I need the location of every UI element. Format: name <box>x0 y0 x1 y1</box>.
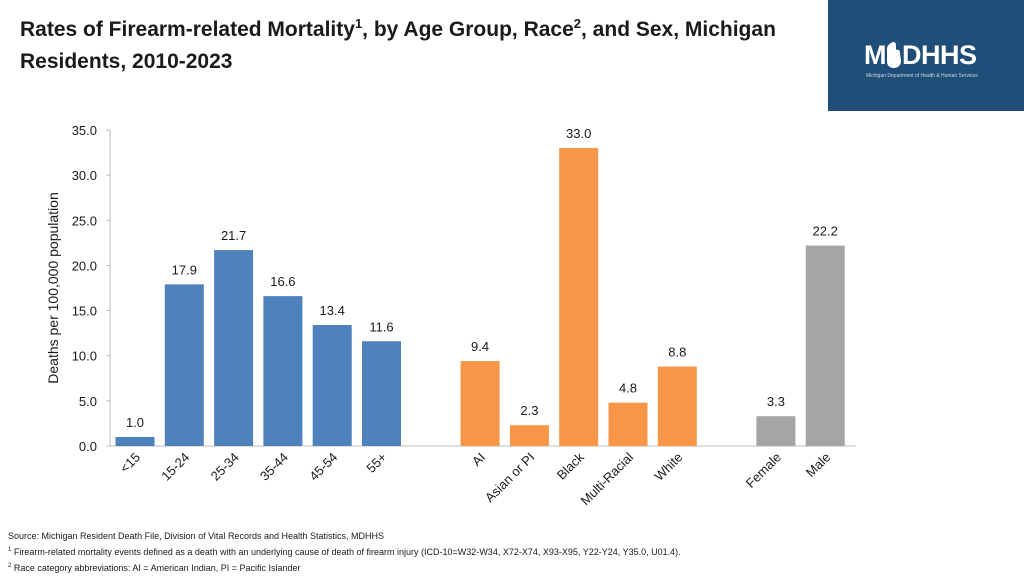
category-label: 45-54 <box>306 450 340 484</box>
bar--15 <box>115 436 155 446</box>
y-tick-label: 30.0 <box>72 168 97 183</box>
bar-asian-or-pi <box>509 425 549 446</box>
title-footnote-marker-2: 2 <box>573 16 582 31</box>
footnotes: Source: Michigan Resident Death File, Di… <box>8 529 1008 575</box>
data-label: 9.4 <box>471 339 489 354</box>
data-label: 8.8 <box>668 345 686 360</box>
footnote-2-marker: 2 <box>8 563 12 569</box>
bar-55- <box>362 341 401 446</box>
y-tick-label: 25.0 <box>72 213 97 228</box>
mortality-bar-chart: 0.0 5.0 10.0 15.0 20.0 25.0 30.0 35.0 Deaths per… <box>45 123 856 508</box>
bar-15-24 <box>164 284 204 446</box>
title-part-2: , by Age Group, Race <box>362 18 574 41</box>
category-label: 35-44 <box>257 450 291 484</box>
logo-subtitle: Michigan Department of Health & Human Se… <box>866 73 978 79</box>
y-tick-label: 15.0 <box>72 304 97 319</box>
category-label: 25-34 <box>208 450 242 484</box>
y-tick-label: 35.0 <box>72 123 97 138</box>
title-part-3: , and Sex, Michigan Residents, 2010-2023 <box>20 18 776 73</box>
category-label: Male <box>803 450 834 481</box>
category-label: 55+ <box>363 450 389 476</box>
footnote-1-marker: 1 <box>8 547 12 553</box>
bar-white <box>657 366 697 446</box>
footnote-1: 1 Firearm-related mortality events defin… <box>8 543 1008 559</box>
data-label: 4.8 <box>619 381 637 396</box>
mdhhs-logo: M DHHS Michigan Department of Health & Hu… <box>828 0 1024 111</box>
title-footnote-marker-1: 1 <box>354 16 363 31</box>
y-tick-label: 20.0 <box>72 258 97 273</box>
category-label: Asian or PI <box>482 450 538 506</box>
bar-black <box>559 148 599 447</box>
data-label: 16.6 <box>270 274 295 289</box>
title-part-1: Rates of Firearm-related Mortality <box>20 18 355 41</box>
y-tick-label: 0.0 <box>79 439 97 454</box>
category-label: AI <box>469 450 488 469</box>
michigan-mitten-icon <box>887 41 901 68</box>
source-note: Source: Michigan Resident Death File, Di… <box>8 531 384 541</box>
logo-letters-dhhs: DHHS <box>902 40 977 70</box>
data-label: 22.2 <box>813 224 838 239</box>
data-label: 33.0 <box>566 126 591 141</box>
logo-wordmark: M DHHS <box>864 40 977 71</box>
bar-25-34 <box>214 250 254 446</box>
category-label: 15-24 <box>158 450 192 484</box>
bar-ai <box>460 361 500 446</box>
logo-letter-m: M <box>864 40 887 70</box>
data-label: 13.4 <box>320 303 345 318</box>
category-label: Black <box>554 449 587 482</box>
page-title: Rates of Firearm-related Mortality1, by … <box>20 14 800 78</box>
y-tick-label: 10.0 <box>72 349 97 364</box>
data-label: 3.3 <box>767 394 785 409</box>
bar-35-44 <box>263 296 303 446</box>
y-tick-label: 5.0 <box>79 394 97 409</box>
data-label: 21.7 <box>221 228 246 243</box>
category-label: Female <box>743 450 784 491</box>
data-label: 2.3 <box>520 403 538 418</box>
footnote-1-text: Firearm-related mortality events defined… <box>11 547 681 557</box>
data-label: 11.6 <box>369 319 393 334</box>
category-label: White <box>651 450 685 484</box>
data-label: 17.9 <box>172 262 197 277</box>
bar-male <box>805 245 845 446</box>
data-label: 1.0 <box>126 415 144 430</box>
bar-female <box>756 416 796 446</box>
footnote-2-text: Race category abbreviations: AI = Americ… <box>11 563 301 573</box>
bar-multi-racial <box>608 402 648 446</box>
category-label: Multi-Racial <box>577 449 636 508</box>
y-axis-title: Deaths per 100,000 population <box>45 192 61 383</box>
bar-45-54 <box>312 325 352 446</box>
footnote-2: 2 Race category abbreviations: AI = Amer… <box>8 559 1008 575</box>
category-label: <15 <box>117 450 143 476</box>
